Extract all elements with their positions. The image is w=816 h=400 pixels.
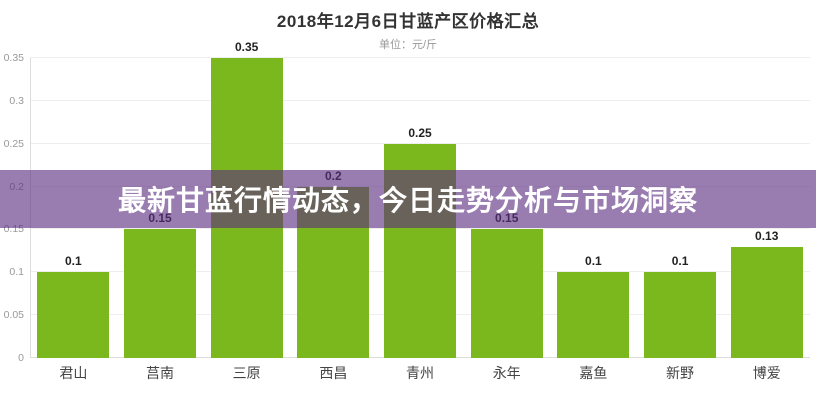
x-category-label: 莒南 bbox=[146, 365, 174, 381]
y-tick-label: 0 bbox=[18, 352, 24, 364]
x-category-label: 嘉鱼 bbox=[579, 365, 608, 381]
y-tick-label: 0.3 bbox=[9, 94, 24, 107]
gridline bbox=[30, 142, 810, 144]
x-axis-category-labels: 君山 莒南 三原 西昌 青州 永年 嘉鱼 新野 博爱 bbox=[30, 363, 810, 383]
headline-banner[interactable]: 最新甘蓝行情动态，今日走势分析与市场洞察 bbox=[0, 170, 816, 228]
bar-君山[interactable] bbox=[37, 272, 110, 358]
bar-博爱[interactable] bbox=[730, 246, 803, 358]
bar-slot: 0.1 bbox=[550, 58, 637, 358]
x-category-label: 青州 bbox=[406, 365, 435, 381]
x-category-label: 新野 bbox=[666, 365, 695, 381]
bar-slot: 0.15 bbox=[463, 58, 550, 358]
headline-text: 最新甘蓝行情动态，今日走势分析与市场洞察 bbox=[117, 185, 698, 216]
chart-unit-subtitle: 单位：元/斤 bbox=[378, 39, 438, 51]
bar-slot: 0.13 bbox=[723, 58, 810, 358]
bar-value-label: 0.13 bbox=[755, 228, 779, 243]
y-tick-label: 0.25 bbox=[3, 137, 24, 150]
x-category-label: 博爱 bbox=[752, 365, 781, 381]
bar-新野[interactable] bbox=[644, 272, 717, 358]
bar-value-label: 0.1 bbox=[64, 254, 82, 269]
chart-title: 2018年12月6日甘蓝产区价格汇总 bbox=[276, 12, 540, 31]
x-category-label: 君山 bbox=[59, 365, 88, 381]
bar-莒南[interactable] bbox=[124, 229, 196, 358]
y-tick-label: 0.1 bbox=[9, 266, 24, 279]
x-category-label: 西昌 bbox=[319, 365, 348, 381]
bar-value-label: 0.35 bbox=[235, 40, 259, 54]
y-tick-label: 0.35 bbox=[3, 52, 24, 64]
bar-value-label: 0.25 bbox=[408, 125, 432, 140]
bar-value-label: 0.1 bbox=[585, 254, 602, 269]
bar-嘉鱼[interactable] bbox=[557, 272, 630, 358]
gridline bbox=[30, 57, 810, 58]
bar-slot: 0.1 bbox=[637, 58, 724, 358]
bar-value-label: 0.1 bbox=[671, 254, 689, 269]
gridline bbox=[30, 99, 810, 101]
bar-slot: 0.1 bbox=[30, 58, 117, 358]
x-category-label: 三原 bbox=[232, 365, 261, 381]
y-tick-label: 0.05 bbox=[3, 309, 24, 322]
chart-header: 2018年12月6日甘蓝产区价格汇总 单位：元/斤 bbox=[0, 0, 816, 52]
bar-永年[interactable] bbox=[470, 229, 543, 358]
x-category-label: 永年 bbox=[492, 365, 521, 381]
